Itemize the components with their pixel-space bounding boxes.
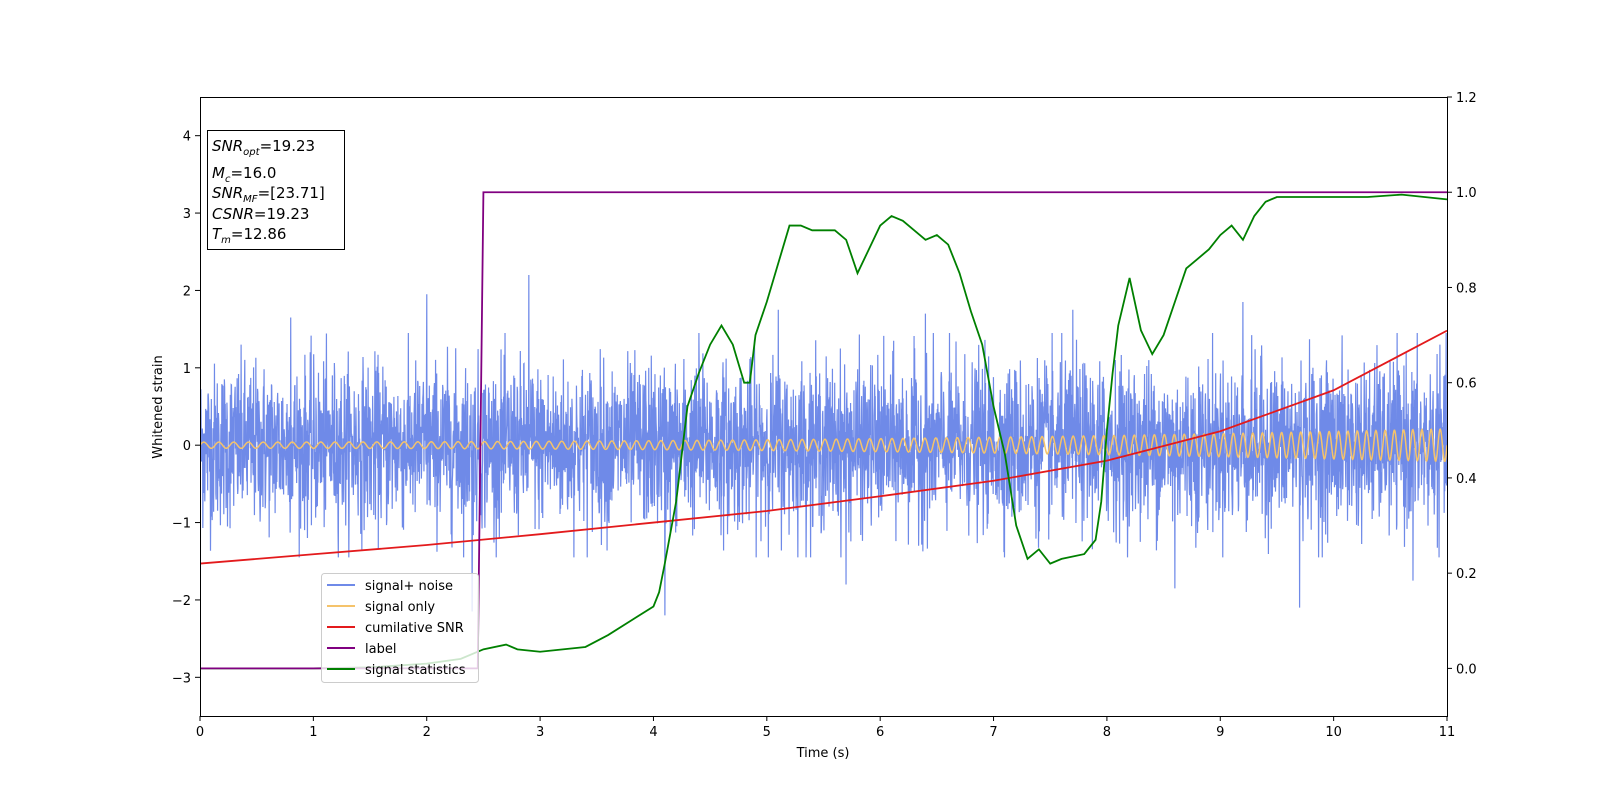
y-left-tick-label: 3: [183, 207, 191, 222]
y-left-tick-label: −1: [172, 517, 191, 532]
y-left-tick-label: −3: [172, 671, 191, 686]
info-snr-opt: SNRopt=19.23: [212, 137, 315, 158]
legend: signal+ noise signal only cumilative SNR…: [321, 573, 479, 683]
y-right-tick-label: 0.4: [1456, 472, 1477, 487]
x-tick-label: 1: [309, 725, 317, 740]
series-signal-only: [200, 428, 1447, 463]
series-cumulative-snr: [200, 329, 1447, 565]
info-snr-mf: SNRMF=[23.71]: [212, 184, 325, 205]
plot-frame: [200, 97, 1448, 717]
info-mc: Mc=16.0: [212, 164, 276, 185]
x-tick-label: 3: [536, 725, 544, 740]
y-right-tick-label: 0.6: [1456, 377, 1477, 392]
y-right-tick-label: 0.0: [1456, 662, 1477, 677]
y-right-tick-label: 0.2: [1456, 567, 1477, 582]
legend-label-label: label: [365, 642, 396, 657]
x-tick-label: 11: [1439, 725, 1456, 740]
x-tick-label: 4: [649, 725, 657, 740]
y-right-tick-label: 0.8: [1456, 281, 1477, 296]
y-left-tick-label: 1: [183, 362, 191, 377]
y-left-tick-label: −2: [172, 594, 191, 609]
x-tick-label: 8: [1103, 725, 1111, 740]
y-right-tick-label: 1.0: [1456, 186, 1477, 201]
series-signal-noise: [200, 274, 1447, 616]
x-tick-label: 0: [196, 725, 204, 740]
x-tick-label: 7: [989, 725, 997, 740]
legend-label-signal-only: signal only: [365, 600, 435, 615]
series-signal-statistics: [200, 193, 1447, 670]
ticks-layer: 0 1 2 3 4 5 6 7 8 9 10 11 −3 −2 −1 0 1 2 3 4 0.0 0.2 0.4 0.6 0.8…: [172, 91, 1477, 740]
y-left-tick-label: 2: [183, 284, 191, 299]
legend-label-signal-statistics: signal statistics: [365, 663, 466, 678]
y-right-tick-label: 1.2: [1456, 91, 1477, 106]
x-tick-label: 10: [1325, 725, 1342, 740]
y-left-tick-label: 0: [183, 439, 191, 454]
legend-label-cumulative-snr: cumilative SNR: [365, 621, 464, 636]
y-axis-title: Whitened strain: [151, 355, 166, 458]
x-tick-label: 5: [763, 725, 771, 740]
x-tick-label: 6: [876, 725, 884, 740]
x-tick-label: 2: [423, 725, 431, 740]
legend-label-signal-noise: signal+ noise: [365, 579, 453, 594]
y-left-tick-label: 4: [183, 130, 191, 145]
info-tm: Tm=12.86: [212, 225, 286, 246]
info-csnr: CSNR=19.23: [212, 205, 309, 223]
x-axis-title: Time (s): [796, 746, 850, 761]
x-tick-label: 9: [1216, 725, 1224, 740]
info-box: SNRopt=19.23 Mc=16.0 SNRMF=[23.71] CSNR=…: [207, 130, 345, 250]
